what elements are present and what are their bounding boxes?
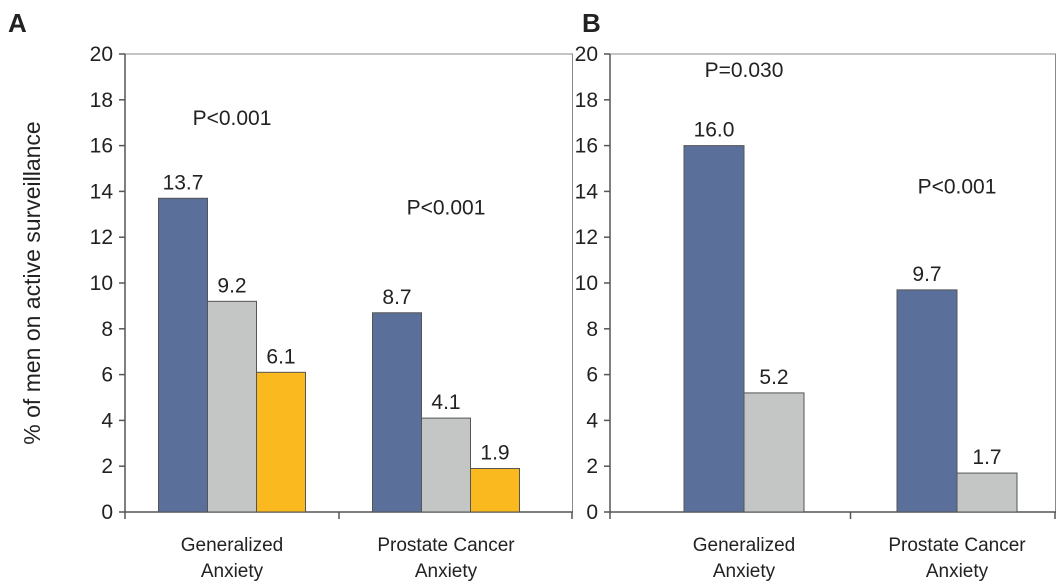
y-tick-label: 12 <box>90 226 113 249</box>
y-tick-label: 6 <box>101 364 113 387</box>
y-tick-label: 18 <box>575 89 598 112</box>
p-value-annotation: P=0.030 <box>705 59 784 82</box>
bar <box>956 472 1018 513</box>
bar <box>683 145 745 513</box>
y-tick-label: 16 <box>90 135 113 158</box>
y-tick-label: 0 <box>101 501 113 524</box>
bar-value-label: 9.2 <box>217 274 246 297</box>
bar <box>470 467 520 513</box>
y-tick-label: 6 <box>586 364 598 387</box>
panel-label: A <box>8 8 27 38</box>
bar <box>743 392 805 513</box>
y-tick-label: 2 <box>101 455 113 478</box>
bar-value-label: 5.2 <box>759 366 788 389</box>
chart-panel-a: A % of men on active surveillance 0 2 4 6 8 10 1… <box>8 8 573 582</box>
bar-value-label: 8.7 <box>382 286 411 309</box>
bar-value-label: 9.7 <box>912 263 941 286</box>
bar-value-label: 13.7 <box>163 171 204 194</box>
p-value-annotation: P<0.001 <box>193 107 272 130</box>
x-tick-label: Generalized Anxiety <box>693 535 795 582</box>
bar <box>421 417 471 513</box>
bar-value-label: 1.7 <box>972 446 1001 469</box>
bar <box>207 300 257 513</box>
y-tick-label: 18 <box>90 89 113 112</box>
y-tick-label: 8 <box>101 318 113 341</box>
chart-panel-b: B 0 2 4 6 8 10 12 14 16 18 20 16.0 5.2 Generalized Anxi… <box>575 8 1056 582</box>
y-tick-label: 8 <box>586 318 598 341</box>
bar-value-label: 4.1 <box>431 391 460 414</box>
y-tick-label: 0 <box>586 501 598 524</box>
y-tick-label: 14 <box>575 180 599 203</box>
p-value-annotation: P<0.001 <box>918 176 997 199</box>
bar-value-label: 16.0 <box>694 119 735 142</box>
y-tick-label: 20 <box>575 43 598 66</box>
y-tick-label: 2 <box>586 455 598 478</box>
y-tick-label: 4 <box>101 409 113 432</box>
y-axis-title: % of men on active surveillance <box>19 121 45 444</box>
y-tick-label: 16 <box>575 135 598 158</box>
x-tick-label: Prostate Cancer Anxiety <box>888 535 1026 582</box>
y-tick-label: 4 <box>586 409 598 432</box>
bar-value-label: 6.1 <box>266 345 295 368</box>
y-tick-label: 12 <box>575 226 598 249</box>
bar <box>158 197 208 513</box>
y-tick-label: 10 <box>575 272 598 295</box>
bar <box>372 312 422 513</box>
y-tick-label: 10 <box>90 272 113 295</box>
bar <box>896 289 958 513</box>
y-tick-label: 14 <box>90 180 114 203</box>
bar-value-label: 1.9 <box>480 441 509 464</box>
x-tick-label: Prostate Cancer Anxiety <box>377 535 515 582</box>
p-value-annotation: P<0.001 <box>407 196 486 219</box>
panel-label: B <box>582 8 601 38</box>
y-tick-label: 20 <box>90 43 113 66</box>
x-tick-label: Generalized Anxiety <box>181 535 283 582</box>
bar <box>256 371 306 513</box>
